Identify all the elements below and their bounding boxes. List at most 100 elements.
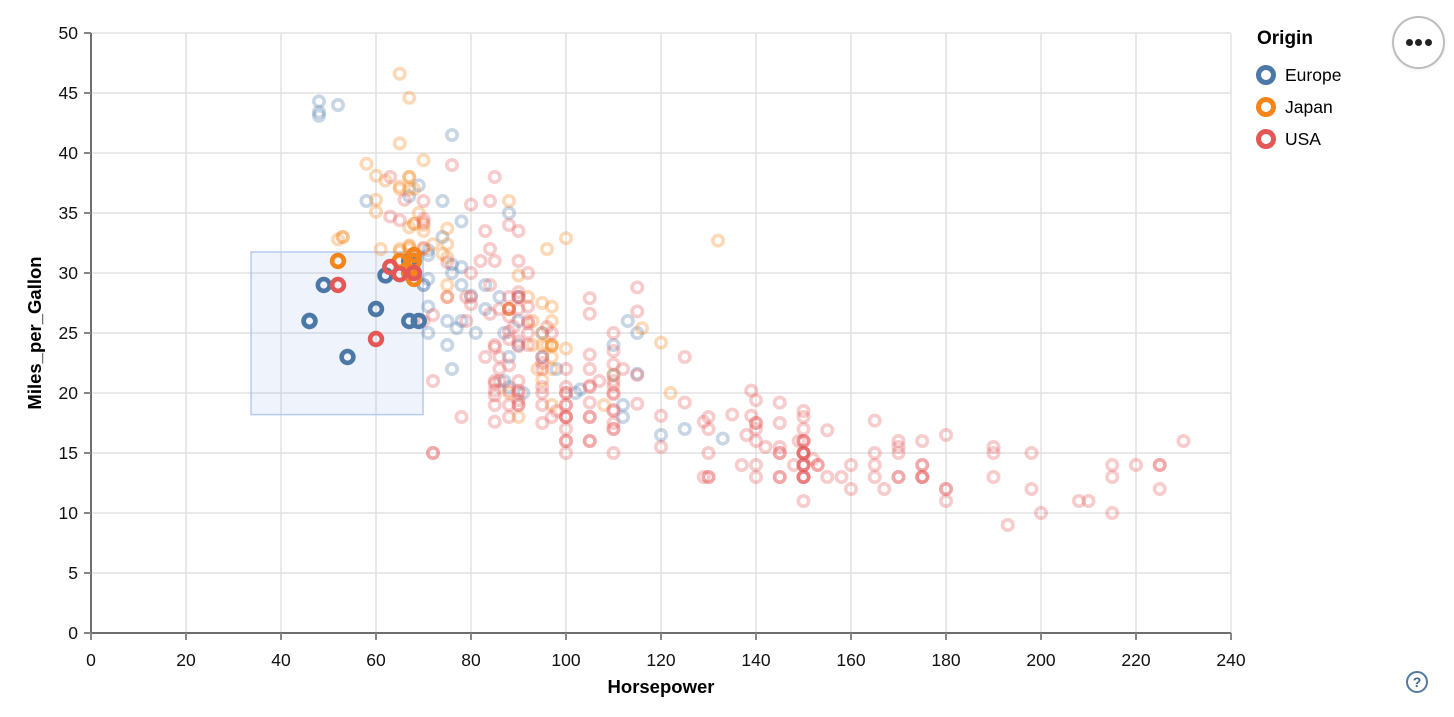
data-point-usa <box>748 421 763 436</box>
data-point-usa <box>606 325 621 340</box>
data-point-usa <box>501 309 516 324</box>
data-point-usa <box>558 409 573 424</box>
data-point-europe <box>449 321 464 336</box>
data-point-usa <box>677 395 692 410</box>
x-tick-label: 220 <box>1121 650 1150 670</box>
data-point-japan <box>440 277 455 292</box>
data-point-usa <box>796 457 811 472</box>
data-point-europe <box>454 277 469 292</box>
data-point-usa <box>558 409 573 424</box>
data-point-europe <box>444 265 459 280</box>
data-point-usa <box>463 297 478 312</box>
data-point-usa <box>915 457 930 472</box>
data-point-usa <box>701 445 716 460</box>
data-point-japan <box>425 237 440 252</box>
data-point-europe <box>421 271 436 286</box>
data-point-usa <box>701 469 716 484</box>
brush-selection[interactable] <box>250 251 424 416</box>
data-point-usa <box>1105 469 1120 484</box>
data-point-usa <box>796 469 811 484</box>
data-point-usa <box>877 481 892 496</box>
data-point-usa <box>482 306 497 321</box>
data-point-usa <box>796 445 811 460</box>
help-button[interactable]: ? <box>1406 671 1428 693</box>
data-point-usa <box>1152 481 1167 496</box>
data-point-usa <box>392 213 407 228</box>
data-point-europe <box>421 248 436 263</box>
data-point-usa <box>544 409 559 424</box>
data-point-japan <box>544 299 559 314</box>
data-point-usa <box>511 254 526 269</box>
data-point-usa <box>535 415 550 430</box>
data-point-usa <box>748 393 763 408</box>
data-point-europe <box>454 313 469 328</box>
data-point-europe <box>606 367 621 382</box>
data-point-japan <box>511 409 526 424</box>
x-tick-label: 160 <box>836 650 865 670</box>
data-point-usa <box>796 403 811 418</box>
data-point-japan <box>663 385 678 400</box>
data-point-japan <box>606 367 621 382</box>
data-point-europe <box>511 313 526 328</box>
data-point-japan <box>368 192 383 207</box>
data-point-japan <box>544 337 559 352</box>
y-tick-label: 35 <box>59 203 78 223</box>
data-point-usa <box>606 357 621 372</box>
x-tick-label: 120 <box>646 650 675 670</box>
data-point-europe <box>367 300 385 318</box>
data-point-europe <box>401 312 418 330</box>
data-point-japan <box>392 179 407 194</box>
data-point-europe <box>535 349 550 364</box>
data-point-usa <box>867 445 882 460</box>
legend-item-europe: Europe <box>1256 59 1341 91</box>
data-point-japan <box>392 182 407 197</box>
data-point-japan <box>501 301 516 316</box>
data-point-usa <box>867 413 882 428</box>
data-point-usa <box>606 378 621 393</box>
data-point-europe <box>421 243 436 258</box>
data-point-usa <box>820 469 835 484</box>
y-tick-label: 25 <box>59 323 78 343</box>
data-point-japan <box>596 397 611 412</box>
data-point-japan <box>402 170 417 185</box>
data-point-usa <box>592 373 607 388</box>
data-point-usa <box>891 439 906 454</box>
data-point-usa <box>440 289 455 304</box>
data-point-usa <box>520 299 535 314</box>
data-point-usa <box>535 397 550 412</box>
data-point-usa <box>416 240 431 255</box>
data-point-usa <box>501 383 516 398</box>
data-point-japan <box>440 237 455 252</box>
data-point-usa <box>511 285 526 300</box>
data-point-usa <box>582 433 597 448</box>
europe-point-icon <box>1256 65 1276 85</box>
data-point-usa <box>487 414 502 429</box>
data-point-usa <box>487 388 502 403</box>
data-point-usa <box>677 349 692 364</box>
data-point-usa <box>511 385 526 400</box>
data-point-usa <box>549 403 564 418</box>
data-point-japan <box>440 221 455 236</box>
data-point-europe <box>497 373 512 388</box>
data-point-usa <box>463 289 478 304</box>
actions-menu-button[interactable] <box>1392 16 1445 69</box>
data-point-usa <box>748 457 763 472</box>
data-point-usa <box>843 457 858 472</box>
data-point-usa <box>796 457 811 472</box>
data-point-usa <box>796 457 811 472</box>
data-point-usa <box>444 158 459 173</box>
data-point-usa <box>748 469 763 484</box>
data-point-europe <box>511 289 526 304</box>
data-point-usa <box>915 469 930 484</box>
data-point-usa <box>558 379 573 394</box>
data-point-japan <box>402 170 417 185</box>
data-point-usa <box>520 265 535 280</box>
legend-label-usa: USA <box>1285 128 1321 149</box>
data-point-usa <box>772 415 787 430</box>
x-tick-label: 40 <box>271 650 291 670</box>
data-point-japan <box>402 90 417 105</box>
data-point-usa <box>501 331 516 346</box>
data-point-usa <box>487 383 502 398</box>
data-point-usa <box>696 469 711 484</box>
data-point-usa <box>511 397 526 412</box>
